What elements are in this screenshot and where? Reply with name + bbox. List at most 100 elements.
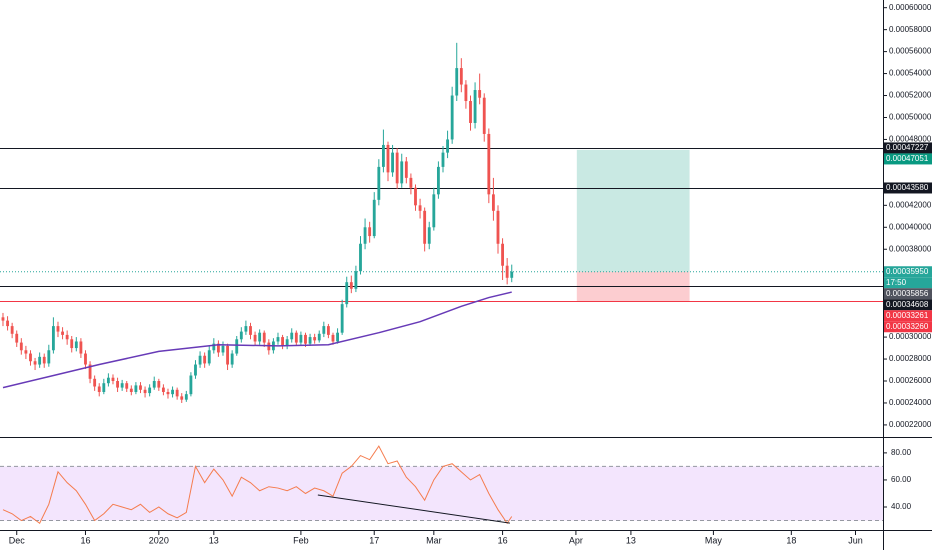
target-price-label-box xyxy=(884,153,932,165)
candle-body xyxy=(331,334,335,342)
y-tick-label: 0.00052000 xyxy=(889,91,932,100)
candle-body xyxy=(221,345,225,353)
x-tick-label: Apr xyxy=(569,535,583,545)
x-tick-label: Jun xyxy=(848,535,863,545)
candle-body xyxy=(510,271,514,278)
rsi-y-tick-label: 80.00 xyxy=(891,448,912,457)
last-price-label-box xyxy=(884,266,932,278)
x-tick-label: Mar xyxy=(426,535,442,545)
y-tick-label: 0.00024000 xyxy=(889,398,932,407)
candle-body xyxy=(10,326,14,334)
candle-body xyxy=(207,350,211,364)
stop-price-label: 0.00033261 xyxy=(886,311,929,320)
x-tick-label: 18 xyxy=(786,535,796,545)
y-tick-label: 0.00028000 xyxy=(889,354,932,363)
candle-body xyxy=(15,333,19,343)
candle-body xyxy=(372,199,376,237)
candle-body xyxy=(340,304,344,333)
candle-body xyxy=(491,194,495,211)
rsi-line xyxy=(2,445,513,525)
x-tick-label: Feb xyxy=(293,535,309,545)
y-tick-label: 0.00038000 xyxy=(889,244,932,253)
rsi-y-tick-label: 60.00 xyxy=(891,475,912,484)
candle-body xyxy=(381,144,385,167)
candle-body xyxy=(116,381,119,388)
candle-body xyxy=(51,326,55,351)
candle-body xyxy=(281,337,284,346)
candle-body xyxy=(322,326,326,334)
level-price-label: 0.00034608 xyxy=(886,300,929,309)
rsi-band xyxy=(0,466,883,521)
x-tick-label: 17 xyxy=(369,535,379,545)
candle-body xyxy=(129,388,133,392)
candle-body xyxy=(189,375,193,395)
candle-body xyxy=(88,364,92,379)
candle-body xyxy=(65,334,69,340)
candle-body xyxy=(139,385,142,390)
x-tick-label: 16 xyxy=(498,535,508,545)
candle-body xyxy=(391,152,394,173)
candle-body xyxy=(93,378,97,387)
bar-countdown: 17:50 xyxy=(886,278,907,287)
level-price-label: 0.00047227 xyxy=(886,143,929,152)
candle-body xyxy=(432,194,436,228)
y-tick-label: 0.00030000 xyxy=(889,332,932,341)
candle-body xyxy=(97,386,101,392)
candle-body xyxy=(404,161,408,178)
indicator-price-label: 0.00035856 xyxy=(886,289,929,298)
candle-body xyxy=(74,341,78,349)
candle-body xyxy=(24,350,28,354)
x-tick-label: May xyxy=(705,535,723,545)
candle-body xyxy=(336,332,339,342)
candle-body xyxy=(450,95,454,140)
x-tick-label: 16 xyxy=(80,535,90,545)
candle-body xyxy=(363,227,367,244)
candle-body xyxy=(194,364,197,376)
candle-body xyxy=(143,389,147,394)
candle-body xyxy=(102,383,106,392)
y-tick-label: 0.00060000 xyxy=(889,3,932,12)
candle-body xyxy=(395,152,399,184)
candle-body xyxy=(473,90,477,123)
y-tick-label: 0.00042000 xyxy=(889,200,932,209)
candle-body xyxy=(496,210,500,244)
candle-body xyxy=(212,343,216,351)
candle-body xyxy=(308,337,312,344)
candle-body xyxy=(157,381,161,388)
candle-body xyxy=(230,353,234,365)
candle-body xyxy=(313,337,317,341)
x-tick-label: 2020 xyxy=(149,535,169,545)
target-zone xyxy=(576,149,690,272)
candle-body xyxy=(409,177,413,188)
candle-body xyxy=(368,227,372,237)
candle-body xyxy=(244,326,248,332)
x-tick-label: Dec xyxy=(9,535,26,545)
y-tick-label: 0.00054000 xyxy=(889,69,932,78)
candle-body xyxy=(1,317,5,321)
candle-body xyxy=(47,350,51,364)
candle-body xyxy=(304,334,307,344)
level-price-label: 0.00033260 xyxy=(886,322,929,331)
candle-body xyxy=(285,339,289,346)
candle-body xyxy=(180,396,184,400)
candle-body xyxy=(478,90,482,98)
candle-body xyxy=(106,377,110,384)
rsi-pane xyxy=(0,445,883,525)
candle-body xyxy=(505,265,509,278)
last-price-label: 0.00035950 xyxy=(886,267,929,276)
candle-body xyxy=(249,326,252,335)
candle-body xyxy=(276,337,280,342)
candle-body xyxy=(235,339,239,354)
candle-body xyxy=(239,331,243,340)
candle-body xyxy=(125,383,129,389)
rsi-y-tick-label: 40.00 xyxy=(891,502,912,511)
candle-body xyxy=(441,152,445,167)
candle-body xyxy=(33,361,37,365)
y-tick-label: 0.00026000 xyxy=(889,376,932,385)
price-pane xyxy=(0,42,883,403)
candle-body xyxy=(70,339,74,349)
candle-body xyxy=(258,332,262,342)
indicator-price-label-box xyxy=(884,288,932,300)
level-price-label: 0.00043580 xyxy=(886,183,929,192)
candle-body xyxy=(446,139,449,153)
